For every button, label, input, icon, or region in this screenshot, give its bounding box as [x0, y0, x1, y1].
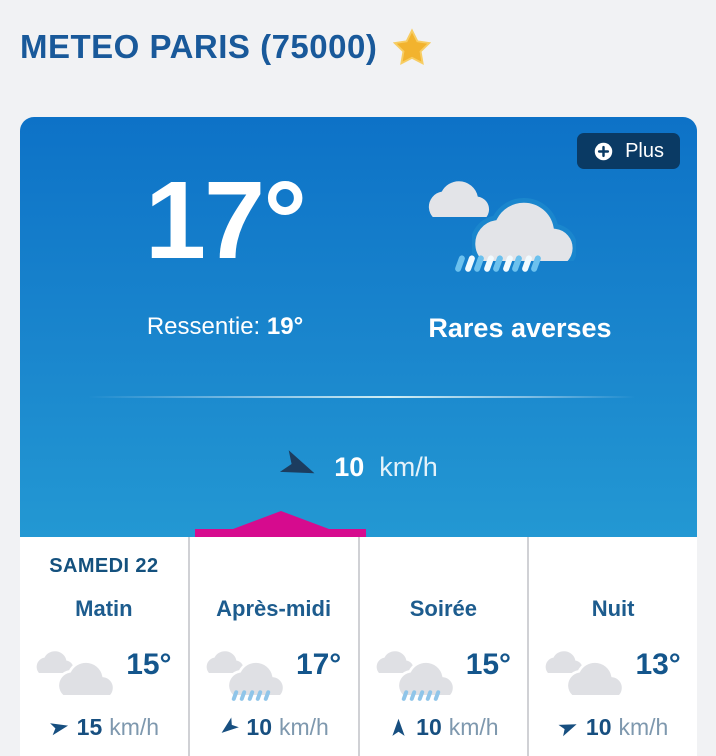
wind-direction-icon — [388, 717, 409, 738]
forecast-column-apres-midi[interactable]: Après-midi 17° 10 km/h — [189, 537, 358, 756]
feels-like-label: Ressentie: — [146, 313, 261, 340]
period-wind: 10 km/h — [529, 714, 697, 741]
period-label: Soirée — [409, 596, 477, 621]
period-wind-speed: 10 — [585, 714, 612, 740]
condition-text: Rares averses — [428, 313, 612, 343]
card-divider — [88, 396, 635, 398]
feels-like-value: 19° — [266, 313, 304, 340]
period-wind-unit: km/h — [448, 714, 499, 740]
period-temperature: 15° — [465, 648, 512, 681]
period-wind-unit: km/h — [109, 714, 160, 740]
current-wind-unit: km/h — [379, 451, 438, 482]
forecast-column-matin[interactable]: SAMEDI 22 Matin 15° 15 km/h — [20, 537, 188, 756]
page-header: METEO PARIS (75000) — [20, 28, 432, 66]
selected-period-indicator — [195, 529, 366, 538]
feels-like: Ressentie: 19° — [110, 313, 340, 341]
period-wind: 10 km/h — [360, 714, 528, 741]
period-temperature: 17° — [295, 648, 342, 681]
clouds-rain-icon — [420, 169, 595, 274]
clouds-icon — [36, 643, 116, 705]
period-label: Matin — [75, 596, 133, 621]
day-label-spacer — [190, 555, 358, 577]
current-weather-card: Plus 17° Ressentie: 19° Rares averses 10… — [20, 117, 697, 537]
clouds-icon — [545, 643, 625, 705]
rain-drops-icon — [454, 254, 542, 273]
day-label-spacer — [529, 555, 697, 577]
rain-drops-icon — [231, 689, 271, 702]
forecast-column-nuit[interactable]: Nuit 13° 10 km/h — [529, 537, 697, 756]
period-temperature: 15° — [126, 648, 172, 681]
current-wind: 10 km/h — [20, 441, 697, 493]
period-wind-unit: km/h — [618, 714, 669, 740]
period-wind-speed: 15 — [76, 714, 103, 740]
period-temperature: 13° — [635, 648, 681, 681]
star-icon[interactable] — [393, 28, 432, 66]
current-temperature: 17° — [144, 159, 307, 282]
clouds-rain-icon — [206, 643, 286, 705]
day-label-spacer — [360, 555, 528, 577]
wind-direction-icon — [47, 715, 72, 740]
period-label: Après-midi — [216, 596, 332, 621]
plus-button[interactable]: Plus — [577, 133, 680, 169]
rain-drops-icon — [400, 689, 440, 702]
period-wind-unit: km/h — [279, 714, 329, 740]
period-wind-speed: 10 — [416, 714, 442, 740]
clouds-rain-icon — [376, 643, 456, 705]
current-wind-speed: 10 — [334, 451, 365, 482]
plus-button-label: Plus — [625, 139, 664, 162]
forecast-column-soiree[interactable]: Soirée 15° 10 km/h — [359, 537, 528, 756]
period-wind: 15 km/h — [20, 714, 188, 741]
page-title: METEO PARIS (75000) — [20, 28, 378, 65]
forecast-row: SAMEDI 22 Matin 15° 15 km/h Après-midi — [20, 537, 697, 756]
period-wind: 10 km/h — [190, 714, 358, 741]
day-label: SAMEDI 22 — [49, 555, 159, 577]
wind-direction-icon — [273, 441, 325, 493]
wind-direction-icon — [555, 714, 582, 741]
plus-circle-icon — [593, 141, 614, 162]
period-label: Nuit — [591, 596, 635, 621]
wind-direction-icon — [214, 713, 243, 742]
period-wind-speed: 10 — [246, 714, 272, 740]
